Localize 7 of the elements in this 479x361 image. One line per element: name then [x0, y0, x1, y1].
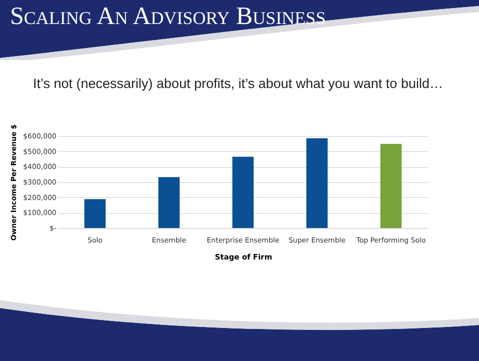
bar [232, 156, 254, 228]
bar [380, 144, 402, 228]
bar [306, 138, 328, 228]
bar [158, 177, 180, 228]
bar [84, 199, 106, 228]
chart-title: Scaling An Advisory Business [10, 3, 326, 31]
chart-subtitle: It’s not (necessarily) about profits, it’s about what you want to build… [33, 76, 443, 91]
